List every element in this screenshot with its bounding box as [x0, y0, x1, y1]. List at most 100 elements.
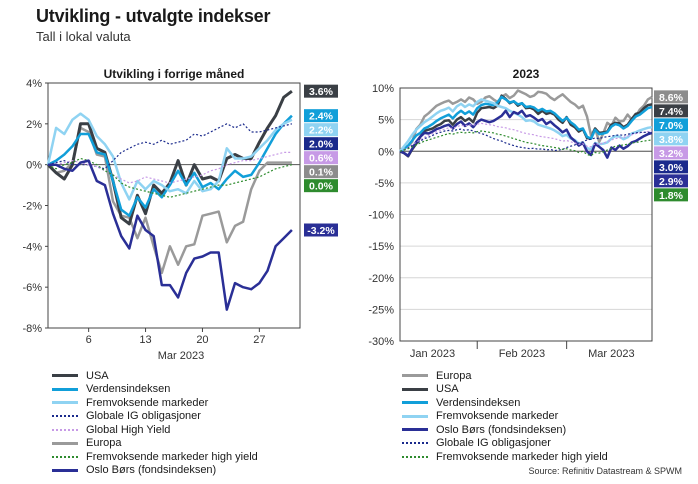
end-label-box: [654, 132, 688, 146]
y-tick-label: -15%: [368, 241, 394, 253]
end-label: 2.9%: [654, 174, 688, 188]
series-line-globale_ig: [399, 128, 652, 152]
legend-swatch: [402, 374, 428, 378]
end-label: 3.2%: [654, 146, 688, 160]
end-label-box: [304, 223, 338, 237]
end-label: 7.0%: [654, 118, 688, 132]
legend-label: Oslo Børs (fondsindeksen): [436, 423, 567, 436]
legend-swatch: [52, 415, 78, 418]
legend-label: Globale IG obligasjoner: [86, 410, 201, 423]
y-tick-label: 4%: [26, 78, 42, 90]
legend-swatch: [402, 428, 428, 432]
legend-item-oslo: Oslo Børs (fondsindeksen): [402, 423, 608, 437]
end-label-text: 3.0%: [659, 162, 684, 174]
series-line-oslo: [399, 109, 653, 159]
end-label-text: 2.0%: [309, 139, 334, 151]
y-tick-label: 2%: [26, 119, 42, 131]
end-label: 3.8%: [654, 132, 688, 146]
legend-swatch: [52, 387, 78, 391]
y-tick-label: 5%: [378, 115, 394, 127]
y-tick-label: -20%: [368, 273, 394, 285]
end-label-text: 0.0%: [309, 181, 334, 193]
legend-swatch: [52, 374, 78, 378]
series-line-verden: [399, 95, 653, 153]
legend-item-usa: USA: [402, 383, 608, 397]
end-label: 2.0%: [304, 137, 338, 151]
legend-item-verden: Verdensindeksen: [402, 396, 608, 410]
legend-label: Fremvoksende markeder high yield: [436, 450, 608, 463]
legend-label: Europa: [436, 369, 472, 382]
legend-swatch: [402, 414, 428, 418]
legend-swatch: [402, 401, 428, 405]
chart-last-month: Utvikling i forrige måned 4% 2% 0% -2% -4% -6%…: [0, 50, 350, 370]
chart-title: Utvikling i forrige måned: [104, 67, 245, 81]
end-label-box: [304, 165, 338, 179]
legend-label: Oslo Børs (fondsindeksen): [86, 464, 217, 477]
end-label-box: [304, 123, 338, 137]
end-label: 3.0%: [654, 160, 688, 174]
legend-item-verden: Verdensindeksen: [52, 383, 258, 397]
legend-item-globale_ig: Globale IG obligasjoner: [402, 437, 608, 451]
y-tick-label: 10%: [372, 83, 394, 95]
end-label-box: [304, 84, 338, 98]
chart-2023: 2023 10% 5% 0% -5% -10% -15% -20% -25% -30% Jan 20…: [350, 50, 698, 370]
legend-swatch: [52, 401, 78, 405]
legend-label: USA: [86, 369, 109, 382]
end-label: 0.6%: [304, 151, 338, 165]
y-tick-label: -6%: [22, 282, 42, 294]
end-label-text: 0.1%: [309, 167, 334, 179]
x-tick-label: 27: [253, 334, 265, 346]
legend-item-fremvoksende: Fremvoksende markeder: [52, 396, 258, 410]
end-label-box: [304, 179, 338, 193]
end-label: 7.4%: [654, 104, 688, 118]
chart-last-month-svg: Utvikling i forrige måned 4% 2% 0% -2% -4% -6%…: [22, 67, 338, 362]
series-line-usa: [46, 89, 293, 226]
end-label-text: 2.9%: [659, 176, 684, 188]
legend-label: Verdensindeksen: [436, 396, 521, 409]
page-subtitle: Tall i lokal valuta: [36, 29, 131, 44]
series-line-oslo: [48, 159, 293, 311]
y-tick-label: -4%: [22, 241, 42, 253]
legend-label: Verdensindeksen: [86, 383, 171, 396]
x-axis-label: Mar 2023: [158, 350, 204, 362]
y-tick-label: -2%: [22, 201, 42, 213]
legend-item-fremvoksende_hy: Fremvoksende markeder high yield: [52, 450, 258, 464]
legend-label: Globale IG obligasjoner: [436, 437, 551, 450]
end-label: 3.6%: [304, 84, 338, 98]
legend-item-fremvoksende_hy: Fremvoksende markeder high yield: [402, 450, 608, 464]
end-label-box: [654, 146, 688, 160]
plot-frame: [399, 87, 653, 342]
legend-swatch: [52, 468, 78, 472]
end-label-text: -3.2%: [307, 225, 335, 237]
legend-item-global_hy: Global High Yield: [52, 423, 258, 437]
legend-swatch: [402, 442, 428, 445]
end-label: 0.0%: [304, 179, 338, 193]
legend-swatch: [52, 441, 78, 445]
x-tick-label: Mar 2023: [588, 348, 634, 360]
legend-label: Fremvoksende markeder high yield: [86, 450, 258, 463]
y-tick-label: -30%: [368, 336, 394, 348]
x-tick-label: Feb 2023: [499, 348, 545, 360]
end-label-box: [654, 104, 688, 118]
end-label-box: [654, 174, 688, 188]
end-label-text: 7.4%: [659, 106, 684, 118]
end-label-text: 2.2%: [309, 125, 334, 137]
x-tick-label: 13: [139, 334, 151, 346]
series-line-europa: [47, 126, 292, 275]
legend-left: USA Verdensindeksen Fremvoksende markeder G…: [52, 369, 258, 477]
series-line-fremvoksende: [46, 112, 293, 201]
legend-item-usa: USA: [52, 369, 258, 383]
end-label-text: 3.6%: [309, 86, 334, 98]
end-label-text: 8.6%: [659, 92, 684, 104]
page-title: Utvikling - utvalgte indekser: [36, 6, 271, 26]
legend-swatch: [402, 387, 428, 391]
end-label-text: 3.8%: [659, 134, 684, 146]
y-tick-label: -10%: [368, 210, 394, 222]
end-label-text: 3.2%: [659, 148, 684, 160]
legend-item-globale_ig: Globale IG obligasjoner: [52, 410, 258, 424]
end-label-box: [304, 151, 338, 165]
end-label-text: 1.8%: [659, 190, 684, 202]
legend-item-fremvoksende: Fremvoksende markeder: [402, 410, 608, 424]
end-label-text: 7.0%: [659, 120, 684, 132]
end-label: 0.1%: [304, 165, 338, 179]
